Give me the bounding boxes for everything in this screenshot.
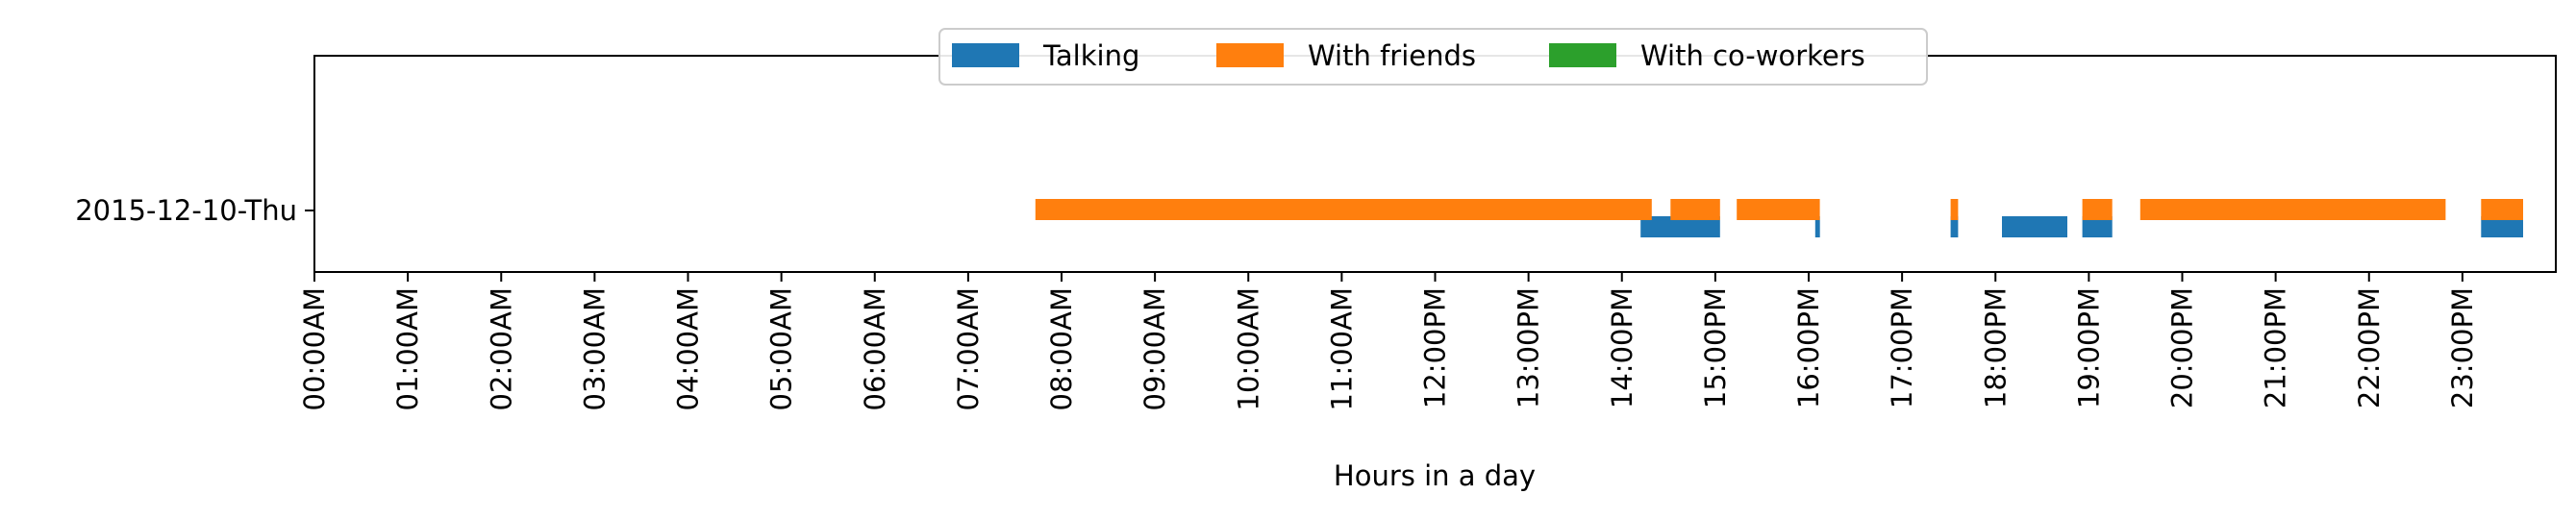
bar-with-friends-5: [2139, 199, 2446, 220]
x-tick-label-21: 21:00PM: [2260, 287, 2292, 408]
x-tick-label-7: 07:00AM: [952, 287, 985, 410]
x-tick-label-13: 13:00PM: [1513, 287, 1545, 408]
legend-swatch-0: [952, 43, 1019, 67]
legend-box: [938, 28, 1928, 86]
x-tick-label-17: 17:00PM: [1886, 287, 1918, 408]
bar-with-friends-6: [2481, 199, 2523, 220]
x-tick-label-1: 01:00AM: [391, 287, 424, 410]
x-tick-label-2: 02:00AM: [485, 287, 517, 410]
x-tick-label-6: 06:00AM: [859, 287, 891, 410]
bar-with-friends-3: [1950, 199, 1959, 220]
bar-with-friends-2: [1737, 199, 1820, 220]
bars-layer: [1035, 199, 2523, 237]
bar-talking-3: [2002, 216, 2067, 237]
legend: Talking With friends With co-workers: [938, 28, 1928, 86]
bar-talking-4: [2082, 216, 2113, 237]
bar-talking-2: [1950, 216, 1959, 237]
x-tick-label-10: 10:00AM: [1232, 287, 1264, 410]
x-tick-label-3: 03:00AM: [578, 287, 611, 410]
x-tick-label-20: 20:00PM: [2166, 287, 2199, 408]
bar-talking-0: [1640, 216, 1720, 237]
x-axis: 00:00AM 01:00AM 02:00AM 03:00AM 04:00AM 05:00…: [298, 272, 2479, 410]
legend-swatch-2: [1549, 43, 1616, 67]
x-axis-label: Hours in a day: [1334, 459, 1536, 492]
x-tick-label-14: 14:00PM: [1606, 287, 1638, 408]
y-axis: 2015-12-10-Thu: [75, 194, 314, 227]
x-tick-label-12: 12:00PM: [1419, 287, 1452, 408]
bar-with-friends-1: [1670, 199, 1720, 220]
x-tick-label-5: 05:00AM: [765, 287, 798, 410]
x-tick-label-18: 18:00PM: [1979, 287, 2012, 408]
x-tick-label-9: 09:00AM: [1138, 287, 1171, 410]
x-tick-label-11: 11:00AM: [1325, 287, 1358, 410]
legend-label-2: With co-workers: [1640, 39, 1865, 72]
legend-swatch-1: [1216, 43, 1284, 67]
x-tick-label-8: 08:00AM: [1045, 287, 1078, 410]
x-tick-label-4: 04:00AM: [672, 287, 705, 410]
x-tick-label-23: 23:00PM: [2446, 287, 2479, 408]
x-tick-label-19: 19:00PM: [2072, 287, 2105, 408]
legend-label-1: With friends: [1308, 39, 1476, 72]
bar-talking-1: [1814, 216, 1820, 237]
bar-talking-5: [2481, 216, 2523, 237]
bar-with-friends-4: [2082, 199, 2113, 220]
x-tick-label-22: 22:00PM: [2353, 287, 2386, 408]
y-tick-label-0: 2015-12-10-Thu: [75, 194, 297, 227]
x-tick-label-16: 16:00PM: [1792, 287, 1825, 408]
legend-label-0: Talking: [1042, 39, 1139, 72]
bar-with-friends-0: [1035, 199, 1652, 220]
x-tick-label-15: 15:00PM: [1699, 287, 1732, 408]
plot-frame: [313, 55, 2557, 273]
x-tick-label-0: 00:00AM: [298, 287, 331, 410]
